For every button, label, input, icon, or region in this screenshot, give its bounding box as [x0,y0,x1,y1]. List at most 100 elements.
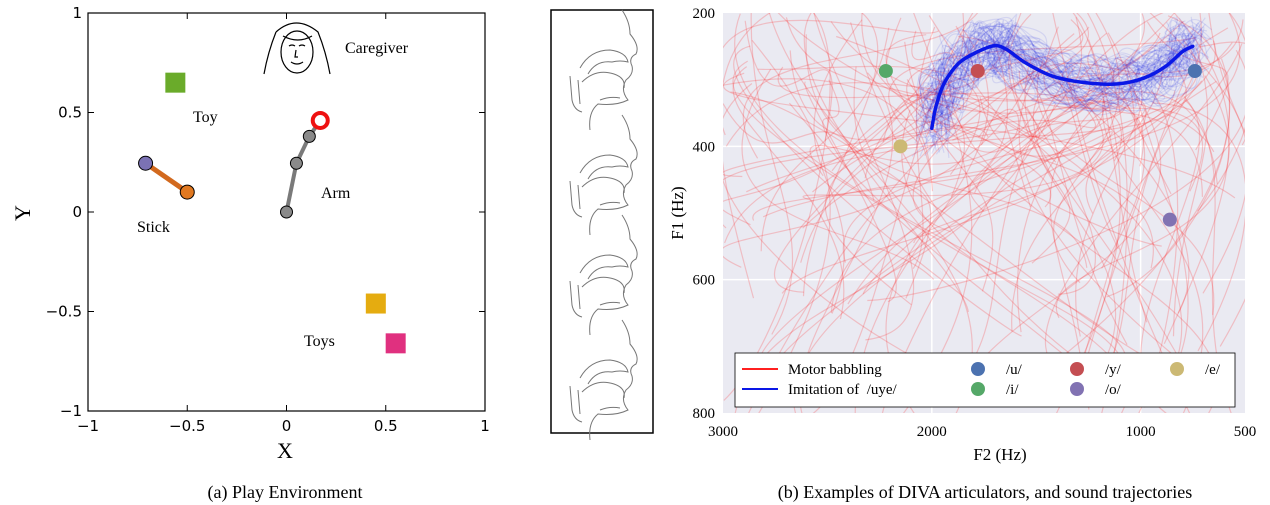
imitation-variant-line [929,19,1196,141]
motor-babbling-line [732,66,845,320]
imitation-variant-line [919,23,1200,157]
motor-babbling-line [912,26,936,270]
vocal-tract-jaw [599,301,621,306]
motor-babbling-line [862,13,1175,295]
imitation-variant-line [920,16,1178,153]
f1-axis-label: F1 (Hz) [668,186,687,239]
motor-babbling-line [723,100,1102,178]
motor-babbling-line [804,81,897,303]
imitation-variant-line [935,23,1188,133]
imitation-variant-line [915,16,1201,139]
stick-line [144,161,189,195]
imitation-variant-line [935,42,1210,155]
motor-babbling-line [725,16,1083,147]
motor-babbling-line [836,35,1183,358]
legend-vowel-label: /o/ [1105,382,1122,398]
motor-babbling-line [777,66,1123,162]
imitation-variant-line [916,20,1203,120]
motor-babbling-line [830,90,1176,314]
imitation-variant-line [936,27,1191,117]
toys-square [385,333,406,354]
legend: Motor babbling Imitation of /uye/ /u/ /y/… [734,352,1236,408]
motor-babbling-line [1032,19,1244,180]
legend-box [734,352,1236,408]
motor-babbling-line [1049,90,1110,410]
motor-babbling-line [822,79,876,209]
imitation-variant-line [919,22,1206,123]
vocal-tract-pharynx [569,75,583,113]
motor-babbling-line [1198,27,1245,146]
legend-vowel-marker [1070,362,1084,376]
x-tick-label: 0 [282,417,292,435]
motor-babbling-line [802,100,1104,202]
y-tick-label: 0 [72,203,82,221]
y-tick-label: 0.5 [58,104,82,122]
arm-joint [280,205,293,219]
motor-babbling-line [882,92,1040,143]
vocal-tract-profile [589,319,638,441]
motor-babbling-line [912,26,1090,233]
caregiver-hair-right [275,22,331,75]
imitation-variant-line [924,25,1210,124]
motor-babbling-line [751,39,831,413]
vocal-tract-jaw [599,406,621,411]
imitation-variant-line [937,21,1189,112]
imitation-variant-line [929,20,1186,106]
motor-babbling-line [752,98,1105,221]
caregiver-eyes [288,44,306,47]
motor-babbling-line [802,32,1161,229]
y-tick-label: 1 [72,4,82,22]
motor-babbling-line [906,79,1020,153]
motor-babbling-line [867,49,1245,302]
stick-end [179,184,195,200]
motor-babbling-line [785,17,965,198]
vocal-tract-tongue [581,276,625,294]
motor-babbling-line [723,83,913,358]
y-axis-label: Y [10,205,35,221]
x-tick-label: 1 [480,417,490,435]
motor-babbling-line [1163,13,1230,344]
motor-babbling-line [789,50,989,141]
x-axis-label: X [277,438,293,463]
motor-babbling-line [1152,102,1245,352]
motor-babbling-line [724,57,1187,244]
legend-vowel-marker [971,382,985,396]
vocal-tract-pharynx [569,180,583,218]
vocal-tract-jaw [599,201,621,206]
motor-babbling-line [1018,70,1204,192]
imitation-variant-line [922,17,1197,148]
motor-babbling-line [813,13,915,341]
motor-babbling-line [911,30,955,138]
caregiver-nose [294,49,298,58]
x-tick-label: 0.5 [374,417,398,435]
x-tick-label: −0.5 [169,417,205,435]
formant-plot-background [723,13,1245,413]
imitation-variant-line [935,22,1191,127]
motor-babbling-line [812,13,974,413]
f2-tick-label: 500 [1234,424,1257,440]
motor-babbling-line [1079,32,1136,374]
caregiver-mouth [290,61,304,65]
motor-babbling-line [1011,80,1217,332]
toy-square [165,72,186,93]
motor-babbling-line [1086,13,1128,413]
legend-vowel-marker [1070,382,1084,396]
y-tick-label: −1 [60,402,82,420]
caregiver-face-outline [280,30,314,74]
vowel-target-point [970,64,985,78]
imitation-variant-line [922,26,1201,149]
motor-babbling-line [750,13,794,335]
vocal-tract-palate [579,154,629,180]
motor-babbling-line [809,106,1040,177]
imitation-variant-line [918,31,1202,121]
motor-babbling-line [974,106,1127,194]
vowel-target-point [1162,212,1177,227]
formant-plot-panel: 3000 2000 1000 500 200 400 600 800 F2 (Hz) F1 (… [668,6,1257,503]
motor-babbling-line [744,20,833,141]
motor-babbling-line [991,63,1096,295]
motor-babbling-line [1149,13,1245,294]
motor-babbling-line [861,13,1154,269]
y-tick-label: −0.5 [46,303,82,321]
legend-vowel-label: /e/ [1205,362,1221,378]
motor-babbling-line [906,65,1162,247]
